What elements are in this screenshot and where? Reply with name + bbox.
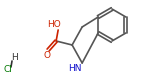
Text: O: O	[44, 51, 51, 60]
Text: Cl: Cl	[4, 66, 12, 74]
Text: HO: HO	[47, 20, 61, 29]
Text: H: H	[11, 54, 17, 62]
Text: HN: HN	[68, 64, 81, 73]
